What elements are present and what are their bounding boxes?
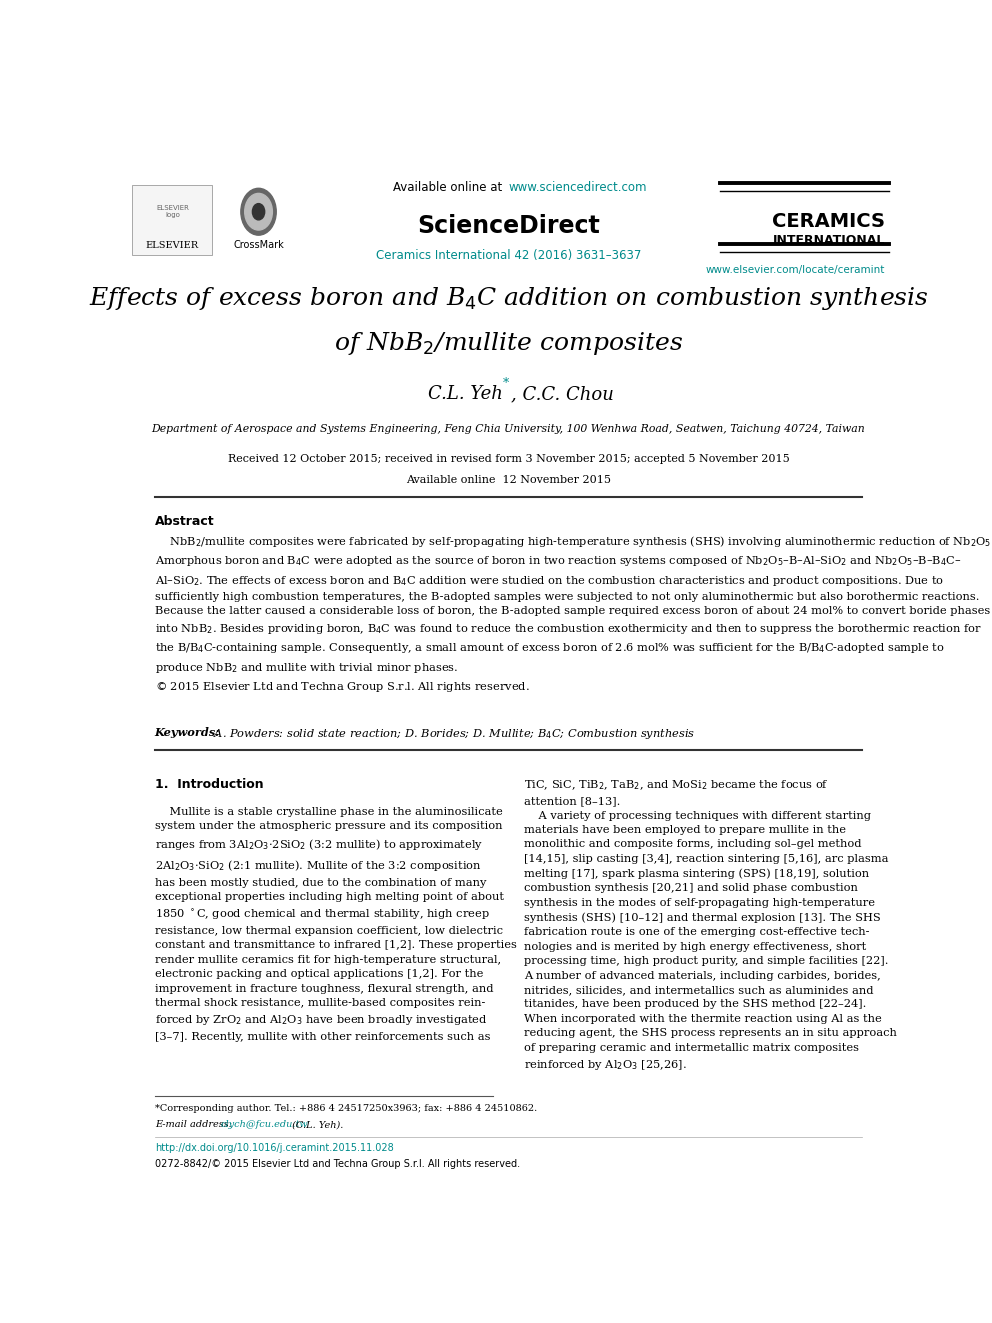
Text: www.elsevier.com/locate/ceramint: www.elsevier.com/locate/ceramint [705, 265, 885, 275]
Text: Mullite is a stable crystalline phase in the aluminosilicate
system under the at: Mullite is a stable crystalline phase in… [155, 807, 517, 1043]
Text: *: * [503, 377, 509, 390]
Text: 0272-8842/© 2015 Elsevier Ltd and Techna Group S.r.l. All rights reserved.: 0272-8842/© 2015 Elsevier Ltd and Techna… [155, 1159, 520, 1170]
Text: Department of Aerospace and Systems Engineering, Feng Chia University, 100 Wenhw: Department of Aerospace and Systems Engi… [152, 423, 865, 434]
Text: 1.  Introduction: 1. Introduction [155, 778, 264, 791]
Circle shape [241, 188, 276, 235]
Text: Effects of excess boron and B$_4$C addition on combustion synthesis: Effects of excess boron and B$_4$C addit… [88, 284, 929, 312]
Bar [132, 185, 212, 254]
Text: ELSEVIER
logo: ELSEVIER logo [156, 205, 188, 218]
Text: (C.L. Yeh).: (C.L. Yeh). [289, 1121, 343, 1130]
Text: clych@fcu.edu.tw: clych@fcu.edu.tw [221, 1121, 309, 1130]
Text: E-mail address:: E-mail address: [155, 1121, 235, 1130]
Text: CERAMICS: CERAMICS [772, 212, 885, 230]
Text: *Corresponding author. Tel.: +886 4 24517250x3963; fax: +886 4 24510862.: *Corresponding author. Tel.: +886 4 2451… [155, 1105, 537, 1113]
Text: TiC, SiC, TiB$_2$, TaB$_2$, and MoSi$_2$ became the focus of
attention [8–13].
 : TiC, SiC, TiB$_2$, TaB$_2$, and MoSi$_2$… [524, 778, 897, 1072]
Text: Keywords:: Keywords: [155, 728, 220, 738]
Text: ScienceDirect: ScienceDirect [417, 214, 600, 238]
Text: , C.C. Chou: , C.C. Chou [511, 385, 614, 404]
Text: Available online at: Available online at [393, 181, 506, 194]
Circle shape [245, 193, 273, 230]
Text: http://dx.doi.org/10.1016/j.ceramint.2015.11.028: http://dx.doi.org/10.1016/j.ceramint.201… [155, 1143, 394, 1152]
Text: C.L. Yeh: C.L. Yeh [429, 385, 503, 404]
Text: www.sciencedirect.com: www.sciencedirect.com [509, 181, 647, 194]
Text: Received 12 October 2015; received in revised form 3 November 2015; accepted 5 N: Received 12 October 2015; received in re… [227, 454, 790, 464]
Text: Abstract: Abstract [155, 516, 214, 528]
Text: of NbB$_2$/mullite composites: of NbB$_2$/mullite composites [334, 329, 682, 357]
Text: Available online  12 November 2015: Available online 12 November 2015 [406, 475, 611, 484]
Circle shape [252, 204, 265, 220]
Text: NbB$_2$/mullite composites were fabricated by self-propagating high-temperature : NbB$_2$/mullite composites were fabricat… [155, 533, 992, 695]
Text: A. Powders: solid state reaction; D. Borides; D. Mullite; B$_4$C; Combustion syn: A. Powders: solid state reaction; D. Bor… [213, 728, 695, 741]
Text: CrossMark: CrossMark [233, 241, 284, 250]
Text: INTERNATIONAL: INTERNATIONAL [773, 234, 885, 247]
Text: Ceramics International 42 (2016) 3631–3637: Ceramics International 42 (2016) 3631–36… [376, 250, 641, 262]
Text: ELSEVIER: ELSEVIER [146, 241, 199, 250]
